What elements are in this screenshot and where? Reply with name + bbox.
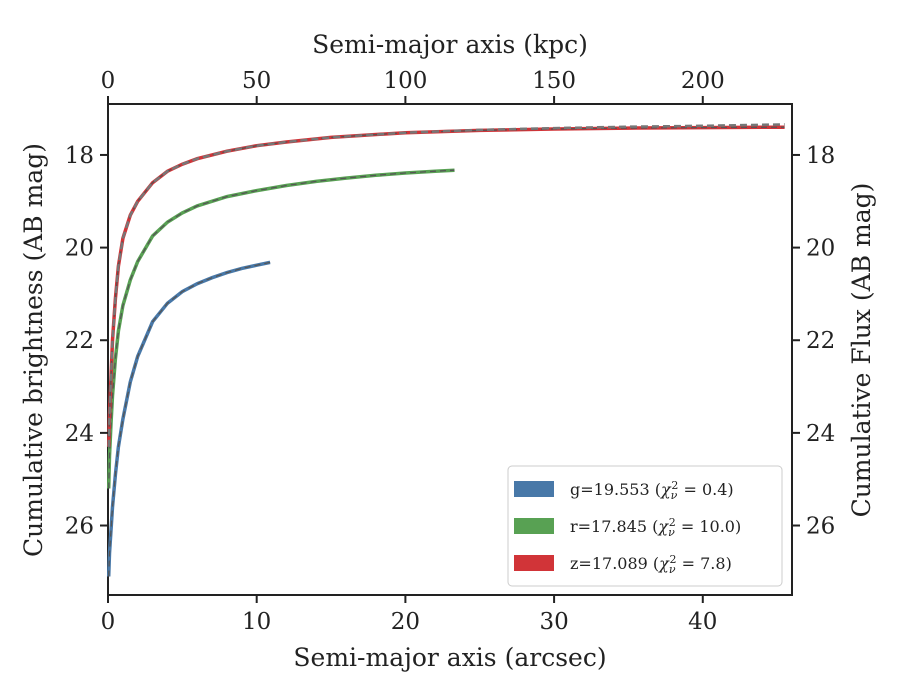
x-axis-title: Semi-major axis (arcsec) [293, 643, 606, 672]
x-top-tick-label: 150 [532, 68, 576, 94]
y-tick-label: 26 [65, 514, 94, 540]
legend-label-z: z=17.089 (χν2 = 7.8) [570, 553, 732, 576]
y-right-tick-label: 24 [806, 421, 835, 447]
y-right-tick-label: 20 [806, 236, 835, 262]
legend-swatch-g [514, 481, 554, 497]
x-tick-label: 10 [242, 609, 271, 635]
x-top-axis-title: Semi-major axis (kpc) [312, 30, 588, 59]
x-tick-label: 40 [688, 609, 717, 635]
x-tick-label: 30 [539, 609, 568, 635]
legend: g=19.553 (χν2 = 0.4) r=17.845 (χν2 = 10.0… [507, 465, 783, 587]
y-tick-label: 18 [65, 143, 94, 169]
series-line-z-model [107, 123, 785, 447]
y-right-tick-label: 22 [806, 328, 835, 354]
series-line-z [106, 125, 785, 447]
plot-frame [107, 103, 793, 596]
x-tick-label: 0 [101, 609, 116, 635]
y-tick-label: 20 [65, 236, 94, 262]
ticks-layer: 0 10 20 30 40 0 50 100 150 200 18 18 20 20 22 22 24 24 26 2… [65, 68, 836, 635]
y-tick-label: 22 [65, 328, 94, 354]
y-right-axis-title: Cumulative Flux (AB mag) [847, 183, 876, 518]
legend-swatch-z [514, 555, 554, 571]
legend-label-g: g=19.553 (χν2 = 0.4) [570, 479, 734, 502]
series-model-z [108, 126, 785, 447]
x-top-tick-label: 0 [101, 68, 116, 94]
y-right-tick-label: 18 [806, 143, 835, 169]
x-tick-label: 20 [391, 609, 420, 635]
y-tick-label: 24 [65, 421, 94, 447]
y-right-tick-label: 26 [806, 514, 835, 540]
x-top-tick-label: 50 [242, 68, 271, 94]
legend-swatch-r [514, 518, 554, 534]
legend-label-r: r=17.845 (χν2 = 10.0) [570, 516, 741, 539]
series-layer [106, 123, 785, 577]
x-top-tick-label: 200 [681, 68, 725, 94]
series-model-r [108, 169, 455, 489]
series-model-g [108, 261, 271, 577]
series-line-g [106, 260, 271, 577]
legend-box [507, 465, 783, 587]
x-top-tick-label: 100 [383, 68, 427, 94]
series-line-r [106, 168, 455, 489]
y-axis-title: Cumulative brightness (AB mag) [19, 143, 48, 557]
